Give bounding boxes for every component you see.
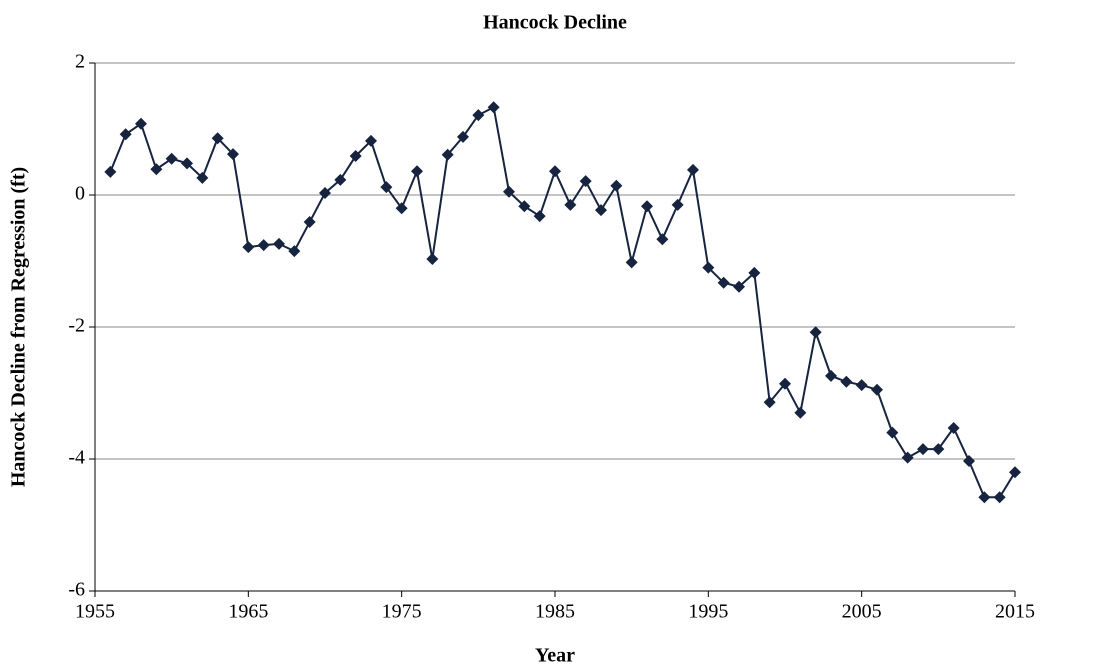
data-point (641, 200, 653, 213)
data-point (257, 239, 270, 252)
data-point (932, 443, 945, 456)
data-line (109, 105, 1016, 499)
data-point (441, 148, 454, 161)
y-tick-label: 0 (75, 183, 85, 205)
data-point (518, 200, 531, 213)
data-point (472, 109, 485, 122)
data-point (288, 245, 301, 258)
data-point (809, 326, 822, 339)
x-tick-label: 1995 (688, 601, 728, 623)
data-point (457, 130, 469, 143)
data-point (656, 233, 669, 246)
data-point (825, 369, 837, 382)
data-point (487, 101, 500, 114)
y-tick-label: -2 (68, 315, 85, 337)
data-point (917, 443, 929, 456)
data-point (395, 202, 408, 215)
data-point (349, 150, 362, 163)
x-tick-label: 2015 (995, 601, 1035, 623)
data-point (595, 204, 607, 217)
data-point (334, 173, 347, 186)
data-point (687, 163, 699, 176)
data-point (671, 198, 684, 211)
data-point (165, 152, 178, 165)
x-tick-label: 2005 (842, 601, 882, 623)
data-point (855, 379, 868, 392)
y-tick-label: -4 (68, 447, 85, 469)
data-point (365, 134, 377, 147)
data-point (871, 383, 883, 396)
data-point (119, 128, 132, 141)
x-tick-label: 1975 (382, 601, 422, 623)
x-tick-label: 1965 (228, 601, 268, 623)
data-point (411, 165, 423, 178)
y-tick-label: -6 (68, 579, 85, 601)
data-point (319, 187, 331, 200)
data-point (717, 276, 730, 289)
data-point (1009, 466, 1021, 479)
data-point (303, 216, 316, 229)
data-point (993, 491, 1006, 504)
data-point (748, 266, 761, 279)
data-point (227, 148, 239, 161)
chart-title: Hancock Decline (483, 12, 627, 34)
data-point (733, 280, 745, 293)
data-point (901, 451, 914, 464)
data-point (886, 426, 899, 439)
data-point (273, 237, 285, 250)
data-point (763, 396, 776, 409)
y-axis-title: Hancock Decline from Regression (ft) (8, 167, 30, 487)
data-point (426, 253, 439, 266)
data-point (702, 261, 715, 274)
data-point (242, 241, 255, 254)
data-point (840, 375, 853, 388)
data-point (549, 165, 561, 178)
x-axis-title: Year (535, 645, 575, 667)
data-point (533, 210, 546, 223)
x-tick-label: 1955 (75, 601, 115, 623)
x-tick-label: 1985 (535, 601, 575, 623)
data-point (947, 421, 960, 434)
data-point (150, 163, 163, 176)
data-point (579, 175, 592, 188)
data-point (978, 491, 991, 504)
data-point (963, 454, 975, 467)
data-point (503, 185, 515, 198)
data-point (610, 179, 623, 192)
data-point (181, 157, 193, 170)
data-point (794, 406, 807, 419)
data-point (564, 198, 577, 211)
data-point (779, 377, 791, 390)
data-point (211, 132, 224, 145)
data-point (104, 165, 117, 178)
data-point (135, 117, 147, 130)
data-point (380, 181, 393, 194)
y-tick-label: 2 (75, 51, 85, 73)
data-point (196, 171, 209, 184)
data-point (625, 256, 638, 269)
